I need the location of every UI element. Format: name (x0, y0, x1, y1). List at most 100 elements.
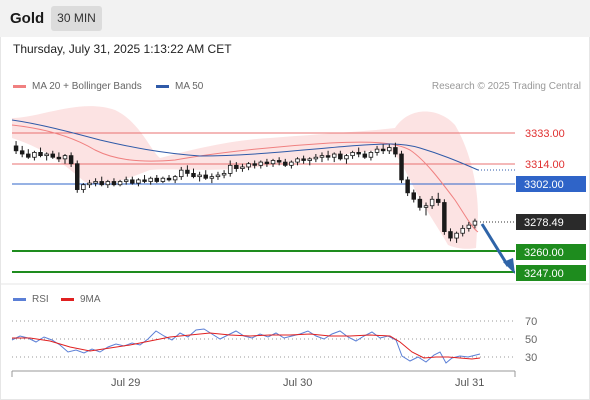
candle-body (81, 184, 86, 190)
level-label-3247: 3247.00 (524, 268, 564, 280)
candle-body (13, 145, 19, 152)
candle-body (429, 198, 435, 207)
ma9-label: 9MA (80, 294, 101, 305)
instrument-title: Gold (10, 10, 45, 27)
candle-body (252, 163, 257, 166)
candle-body (75, 163, 80, 190)
candle-body (99, 181, 104, 186)
rsi-ma-line (12, 332, 481, 360)
candle-body (423, 205, 429, 208)
candle-body (264, 161, 270, 165)
forecast-arrow-head (503, 258, 515, 274)
candle-body (44, 153, 49, 157)
candle-body (111, 181, 117, 186)
level-label-3260: 3260.00 (524, 247, 564, 259)
candle-body (227, 164, 233, 174)
ma20-line (11, 124, 479, 233)
candle-body (68, 155, 74, 165)
candle-body (417, 198, 423, 208)
candle-body (38, 151, 43, 157)
candle-body (240, 166, 245, 169)
research-credit: Research © 2025 Trading Central (431, 81, 581, 92)
rsi-axis-50: 50 (525, 334, 537, 346)
candle-body (466, 224, 472, 229)
candle-body (283, 161, 288, 166)
candle-body (374, 148, 380, 153)
candle-body (325, 155, 331, 158)
candle-body (380, 148, 386, 152)
rsi-line (11, 328, 481, 364)
candle-body (344, 155, 349, 160)
candle-body (62, 155, 68, 160)
level-label-3302: 3302.00 (524, 179, 564, 191)
rsi-axis-70: 70 (525, 316, 537, 328)
candle-body (313, 156, 319, 160)
candle-body (411, 192, 416, 200)
level-tag-3247 (516, 265, 586, 281)
rsi-label: RSI (32, 294, 49, 305)
legend-ma50: MA 50 (156, 81, 203, 92)
candle-body (93, 181, 98, 184)
candle-body (154, 177, 160, 182)
rsi-swatch (13, 298, 26, 301)
candle-body (56, 156, 62, 160)
chart-datetime: Thursday, July 31, 2025 1:13:22 AM CET (13, 42, 232, 56)
level-tag-last (516, 214, 586, 230)
candle-body (166, 177, 172, 181)
candle-body (368, 151, 374, 158)
candle-body (234, 164, 239, 169)
candle-body (117, 181, 123, 186)
ma9-swatch (61, 298, 74, 301)
candle-body (319, 155, 325, 158)
candle-body (197, 174, 202, 178)
candles-group (13, 141, 478, 243)
bollinger-swatch (13, 85, 26, 88)
forecast-arrow-shaft (480, 223, 510, 267)
candle-body (331, 153, 337, 158)
candle-body (215, 174, 221, 178)
bollinger-label: MA 20 + Bollinger Bands (32, 81, 142, 92)
candle-body (221, 173, 227, 176)
candle-body (246, 163, 251, 168)
candle-body (123, 179, 129, 182)
candle-body (399, 153, 404, 181)
candle-body (276, 160, 282, 163)
candle-body (203, 174, 208, 179)
candle-body (179, 169, 184, 178)
candle-body (32, 151, 37, 158)
rsi-axis-30: 30 (525, 352, 537, 364)
level-tag-3302 (516, 176, 586, 192)
candle-body (148, 177, 153, 182)
ma50-swatch (156, 85, 169, 88)
legend-bollinger: MA 20 + Bollinger Bands (13, 81, 142, 92)
candle-body (435, 198, 441, 203)
ma50-line (11, 119, 479, 171)
candle-body (87, 182, 92, 186)
timeframe-button[interactable]: 30 MIN (51, 6, 102, 31)
level-tag-3260 (516, 244, 586, 260)
candle-body (350, 151, 355, 157)
candle-body (160, 177, 166, 182)
candle-body (105, 181, 111, 186)
candle-body (295, 158, 300, 163)
candle-body (191, 173, 196, 178)
candle-body (307, 158, 312, 161)
candle-body (130, 179, 135, 184)
candle-body (405, 179, 410, 194)
candle-body (270, 160, 276, 165)
candle-body (142, 179, 147, 182)
level-label-3333: 3333.00 (525, 128, 565, 140)
ma50-label: MA 50 (175, 81, 204, 92)
candle-body (442, 202, 447, 232)
legend-ma9: 9MA (61, 294, 101, 305)
candle-body (185, 169, 190, 174)
candle-body (454, 232, 459, 239)
candle-body (448, 231, 453, 239)
level-label-last: 3278.49 (524, 217, 564, 229)
candle-body (301, 158, 306, 161)
header-bar: Gold 30 MIN (0, 0, 590, 37)
candle-body (258, 161, 264, 166)
candle-body (356, 151, 361, 155)
candle-body (472, 220, 478, 226)
